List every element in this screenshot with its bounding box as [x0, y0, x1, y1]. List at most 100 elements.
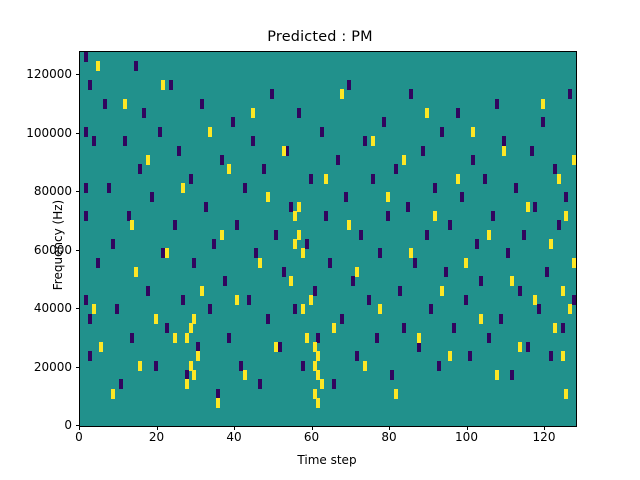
heatmap-cell-low [277, 341, 282, 352]
heatmap-cell-low [111, 239, 115, 249]
heatmap-cell-low [533, 201, 538, 212]
heatmap-cell-high [95, 61, 100, 72]
heatmap-cell-low [114, 304, 119, 315]
heatmap-cell-low [506, 248, 511, 259]
heatmap-cell-low [343, 192, 348, 203]
heatmap-cell-low [126, 210, 131, 221]
heatmap-cell-high [479, 313, 484, 324]
heatmap-cell-low [335, 154, 340, 165]
heatmap-cell-low [572, 295, 576, 306]
x-tick-label: 120 [532, 430, 556, 444]
heatmap-cell-high [312, 341, 317, 352]
heatmap-cell-high [312, 360, 317, 371]
heatmap-cell-low [312, 285, 317, 296]
heatmap-cell-low [548, 351, 553, 362]
heatmap-cell-low [204, 201, 208, 212]
heatmap-cell-low [424, 229, 429, 240]
y-tick-label: 0 [64, 418, 72, 432]
heatmap-cell-low [366, 295, 371, 306]
heatmap-cell-low [289, 201, 294, 212]
heatmap-cell-low [304, 239, 309, 249]
heatmap-cell-high [145, 154, 150, 165]
heatmap-cell-low [463, 295, 468, 306]
heatmap-cell-low [254, 248, 259, 259]
heatmap-cell-low [409, 89, 414, 100]
heatmap-cell-high [215, 397, 220, 408]
heatmap-cell-low [142, 108, 146, 119]
y-tick-label: 100000 [26, 125, 72, 140]
heatmap-cell-high [196, 351, 201, 362]
heatmap-cell-high [91, 304, 96, 315]
y-tick-mark [75, 249, 79, 251]
heatmap-cell-high [440, 285, 445, 296]
heatmap-cell-low [479, 276, 484, 287]
heatmap-cell-low [266, 313, 270, 324]
heatmap-cell-low [83, 126, 88, 137]
x-axis-label: Time step [297, 453, 357, 467]
heatmap-cell-high [184, 332, 189, 343]
heatmap-cell-high [161, 80, 166, 91]
heatmap-cell-low [455, 108, 460, 119]
heatmap-cells [80, 52, 576, 426]
heatmap-cell-high [517, 341, 522, 352]
heatmap-cell-low [258, 379, 263, 390]
heatmap-cell-high [180, 182, 185, 193]
heatmap-cell-low [517, 285, 522, 296]
y-tick-mark [75, 308, 79, 310]
y-tick-label: 40000 [33, 301, 72, 316]
heatmap-cell-low [386, 210, 391, 221]
heatmap-axes[interactable] [79, 51, 577, 427]
heatmap-cell-high [297, 201, 301, 212]
heatmap-cell-low [359, 229, 363, 240]
heatmap-cell-high [227, 164, 232, 175]
heatmap-cell-low [246, 295, 251, 306]
y-tick-mark [75, 366, 79, 368]
heatmap-cell-low [401, 323, 406, 334]
heatmap-cell-low [432, 182, 437, 193]
y-tick-mark [75, 425, 79, 426]
heatmap-cell-low [87, 80, 92, 91]
heatmap-cell-low [169, 80, 174, 91]
heatmap-cell-low [118, 379, 123, 390]
heatmap-cell-high [200, 285, 205, 296]
heatmap-cell-low [91, 136, 96, 147]
heatmap-cell-high [188, 360, 193, 371]
heatmap-cell-low [297, 108, 301, 119]
heatmap-cell-high [393, 388, 398, 399]
heatmap-cell-high [266, 192, 270, 203]
heatmap-cell-high [281, 145, 286, 156]
x-tick-mark [156, 426, 158, 430]
x-tick-label: 0 [75, 430, 83, 444]
y-tick-label: 120000 [26, 67, 72, 82]
heatmap-cell-low [231, 117, 236, 128]
heatmap-cell-low [421, 145, 425, 156]
heatmap-cell-high [572, 257, 576, 268]
heatmap-cell-high [316, 369, 321, 380]
heatmap-cell-high [289, 276, 294, 287]
heatmap-cell-low [130, 332, 135, 343]
heatmap-cell-low [568, 89, 573, 100]
heatmap-cell-low [250, 136, 255, 147]
heatmap-cell-low [122, 136, 127, 147]
heatmap-cell-low [347, 80, 352, 91]
heatmap-cell-high [568, 304, 573, 315]
heatmap-cell-high [134, 267, 139, 278]
heatmap-cell-low [223, 276, 228, 287]
x-tick-mark [544, 426, 545, 430]
heatmap-cell-high [316, 351, 321, 362]
heatmap-cell-low [331, 379, 336, 390]
heatmap-cell-low [273, 229, 278, 240]
heatmap-cell-high [153, 313, 158, 324]
x-tick-mark [234, 426, 235, 430]
heatmap-cell-high [355, 267, 360, 278]
heatmap-cell-low [103, 98, 108, 109]
heatmap-cell-low [444, 267, 449, 278]
heatmap-cell-high [316, 397, 321, 408]
heatmap-cell-low [211, 239, 216, 249]
heatmap-cell-high [293, 210, 298, 221]
heatmap-cell-low [320, 126, 325, 137]
heatmap-cell-low [281, 267, 286, 278]
heatmap-cell-high [312, 388, 317, 399]
